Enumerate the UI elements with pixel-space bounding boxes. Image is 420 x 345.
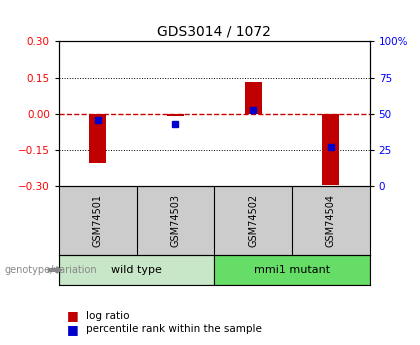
Bar [89, 114, 106, 163]
Bar [59, 255, 214, 285]
Title: GDS3014 / 1072: GDS3014 / 1072 [157, 25, 271, 39]
Text: percentile rank within the sample: percentile rank within the sample [86, 325, 262, 334]
Text: genotype/variation: genotype/variation [4, 265, 97, 275]
Text: GSM74501: GSM74501 [93, 194, 102, 247]
Text: mmi1 mutant: mmi1 mutant [254, 265, 330, 275]
Bar [322, 114, 339, 185]
Text: GSM74503: GSM74503 [171, 194, 180, 247]
Bar [167, 114, 184, 116]
Text: log ratio: log ratio [86, 311, 130, 321]
Text: ■: ■ [67, 323, 79, 336]
Text: ■: ■ [67, 309, 79, 322]
Bar [244, 82, 262, 114]
Text: GSM74502: GSM74502 [248, 194, 258, 247]
Bar [214, 255, 370, 285]
Text: wild type: wild type [111, 265, 162, 275]
Text: GSM74504: GSM74504 [326, 194, 336, 247]
